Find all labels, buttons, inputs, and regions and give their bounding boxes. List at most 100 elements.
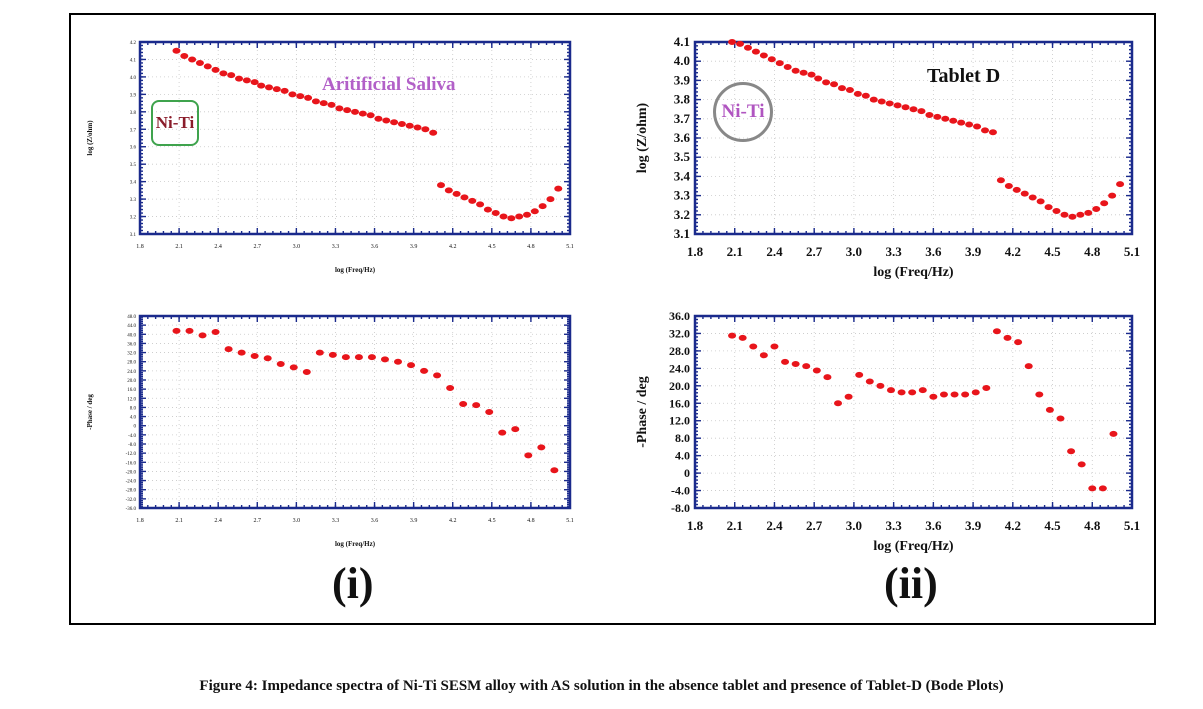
x-tick-label: 5.1 — [566, 244, 574, 250]
x-tick-label: 4.2 — [1005, 518, 1021, 533]
figure-frame — [69, 13, 1156, 625]
data-point — [530, 208, 539, 215]
data-point — [738, 334, 747, 341]
data-point — [172, 47, 181, 54]
data-point — [211, 329, 220, 335]
data-point — [1045, 406, 1054, 413]
data-point — [288, 91, 297, 98]
data-point — [180, 52, 189, 59]
y-tick-label: -8.0 — [128, 443, 136, 448]
data-point — [736, 40, 745, 47]
y-tick-label: -32.0 — [126, 498, 137, 503]
y-tick-label: 0 — [134, 425, 137, 430]
data-point — [908, 389, 917, 396]
niti-label-circle: Ni-Ti — [713, 82, 773, 142]
data-point — [511, 426, 520, 433]
x-tick-label: 3.0 — [293, 244, 301, 250]
x-axis-label: log (Freq/Hz) — [335, 266, 376, 274]
data-point — [407, 362, 416, 369]
data-point — [1084, 209, 1093, 216]
data-point — [823, 374, 832, 381]
data-point — [901, 104, 910, 111]
x-tick-label: 3.6 — [371, 244, 379, 250]
x-tick-label: 3.9 — [965, 518, 982, 533]
y-tick-label: 3.6 — [130, 146, 137, 151]
data-point — [877, 98, 886, 105]
data-point — [791, 361, 800, 367]
data-point — [759, 52, 768, 59]
x-tick-label: 2.1 — [727, 244, 743, 259]
y-tick-label: 4.1 — [130, 58, 137, 63]
y-tick-label: -12.0 — [126, 452, 137, 457]
data-point — [483, 206, 492, 213]
y-tick-label: 4.0 — [675, 449, 690, 463]
y-tick-label: 32.0 — [669, 326, 690, 340]
data-point — [235, 75, 244, 82]
data-point — [250, 79, 259, 86]
data-point — [537, 444, 546, 451]
data-point — [263, 355, 272, 362]
y-tick-label: 4.0 — [130, 76, 137, 81]
data-point — [1012, 186, 1021, 193]
y-tick-label: 28.0 — [127, 361, 136, 366]
y-tick-label: 4.2 — [130, 41, 137, 46]
data-point — [523, 211, 531, 218]
y-axis-label: log (Z/ohm) — [635, 102, 650, 173]
y-tick-label: 20.0 — [127, 379, 136, 384]
data-point — [272, 86, 281, 93]
data-point — [1052, 207, 1061, 214]
data-point — [257, 82, 266, 89]
x-tick-label: 2.7 — [806, 244, 823, 259]
y-tick-label: 3.4 — [130, 181, 137, 186]
data-point — [420, 367, 429, 374]
x-tick-label: 3.6 — [371, 518, 379, 524]
x-tick-label: 3.3 — [886, 518, 903, 533]
chart-ii-mod: 1.8 2.1 2.4 2.7 3.0 3.3 3.6 3.9 4.2 4.5 4.8 5.1 3.1 3… — [635, 34, 1140, 280]
data-point — [885, 100, 894, 107]
x-tick-label: 4.8 — [1084, 518, 1101, 533]
chart-i-phase: 1.8 2.1 2.4 2.7 3.0 3.3 3.6 3.9 4.2 4.5 4.8 5.1 -36.… — [86, 314, 574, 548]
data-point — [1004, 183, 1013, 189]
y-tick-label: 28.0 — [669, 344, 690, 358]
y-tick-label: 48.0 — [127, 315, 136, 320]
data-point — [343, 107, 352, 114]
y-tick-label: -36.0 — [126, 507, 137, 512]
data-point — [546, 196, 555, 203]
artificial-saliva-label: Aritificial Saliva — [322, 74, 456, 95]
data-point — [242, 77, 251, 84]
x-tick-label: 2.7 — [254, 244, 262, 250]
data-point — [988, 129, 997, 136]
x-tick-label: 2.7 — [254, 518, 262, 524]
data-point — [1036, 198, 1045, 205]
data-point — [507, 215, 516, 222]
y-tick-label: -4.0 — [671, 484, 690, 498]
data-point — [909, 106, 918, 113]
data-point — [485, 409, 494, 415]
data-point — [791, 67, 800, 74]
data-point — [319, 100, 328, 107]
x-tick-label: 1.8 — [136, 244, 144, 250]
y-tick-label: 4.0 — [130, 416, 137, 421]
data-point — [1035, 391, 1044, 398]
data-point — [728, 39, 737, 45]
data-point — [250, 353, 259, 359]
y-tick-label: 3.8 — [130, 111, 137, 116]
data-point — [172, 327, 181, 334]
x-tick-label: 2.4 — [766, 244, 783, 259]
data-point — [289, 364, 298, 371]
data-point — [358, 110, 367, 117]
panel-label-ii: (ii) — [884, 559, 938, 608]
y-tick-label: 3.3 — [130, 198, 137, 203]
x-tick-label: 3.0 — [293, 518, 301, 524]
data-point — [397, 121, 406, 128]
data-point — [897, 389, 906, 396]
y-tick-label: 3.1 — [674, 226, 690, 241]
data-point — [354, 354, 363, 361]
data-point — [933, 113, 942, 120]
data-point — [437, 182, 445, 189]
chart-ii-phase: 1.8 2.1 2.4 2.7 3.0 3.3 3.6 3.9 4.2 4.5 4.8 5.1 -8.0… — [635, 309, 1140, 554]
data-point — [971, 389, 980, 396]
y-tick-label: 36.0 — [127, 342, 136, 347]
y-tick-label: 3.5 — [130, 163, 137, 168]
data-point — [981, 127, 990, 134]
